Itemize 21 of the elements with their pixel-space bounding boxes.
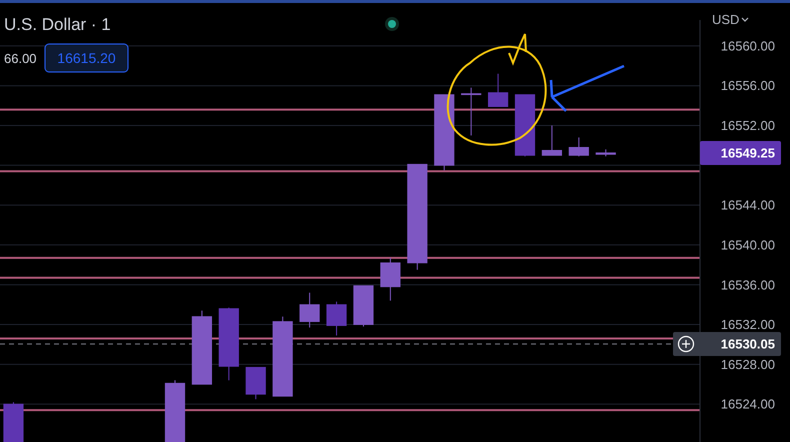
annotation: 16615.20 — [57, 50, 116, 66]
text: USD — [712, 12, 740, 27]
y-tick-label: 16540.00 — [720, 237, 775, 252]
y-tick-label: 16556.00 — [720, 78, 775, 94]
y-tick-label: 16524.00 — [720, 396, 775, 412]
ref-line-label: 16530.05 — [720, 336, 775, 352]
candlestick — [542, 125, 562, 156]
candlestick — [380, 257, 400, 302]
candlestick — [326, 301, 347, 336]
candlestick — [488, 73, 508, 108]
y-tick-label: 16536.00 — [720, 277, 775, 292]
candlestick — [300, 292, 320, 328]
y-tick-label: 16552.00 — [720, 118, 775, 134]
annotation: 66.00 — [4, 51, 37, 66]
y-tick-label: 16532.00 — [720, 317, 775, 332]
chart-title: U.S. Dollar · 1 — [4, 15, 111, 34]
candlestick — [568, 136, 589, 157]
y-tick-label: 16560.00 — [720, 38, 775, 54]
y-tick-label: 16544.00 — [720, 198, 775, 213]
text: 16549.25 — [720, 146, 775, 161]
y-tick-label: 16528.00 — [720, 356, 775, 372]
